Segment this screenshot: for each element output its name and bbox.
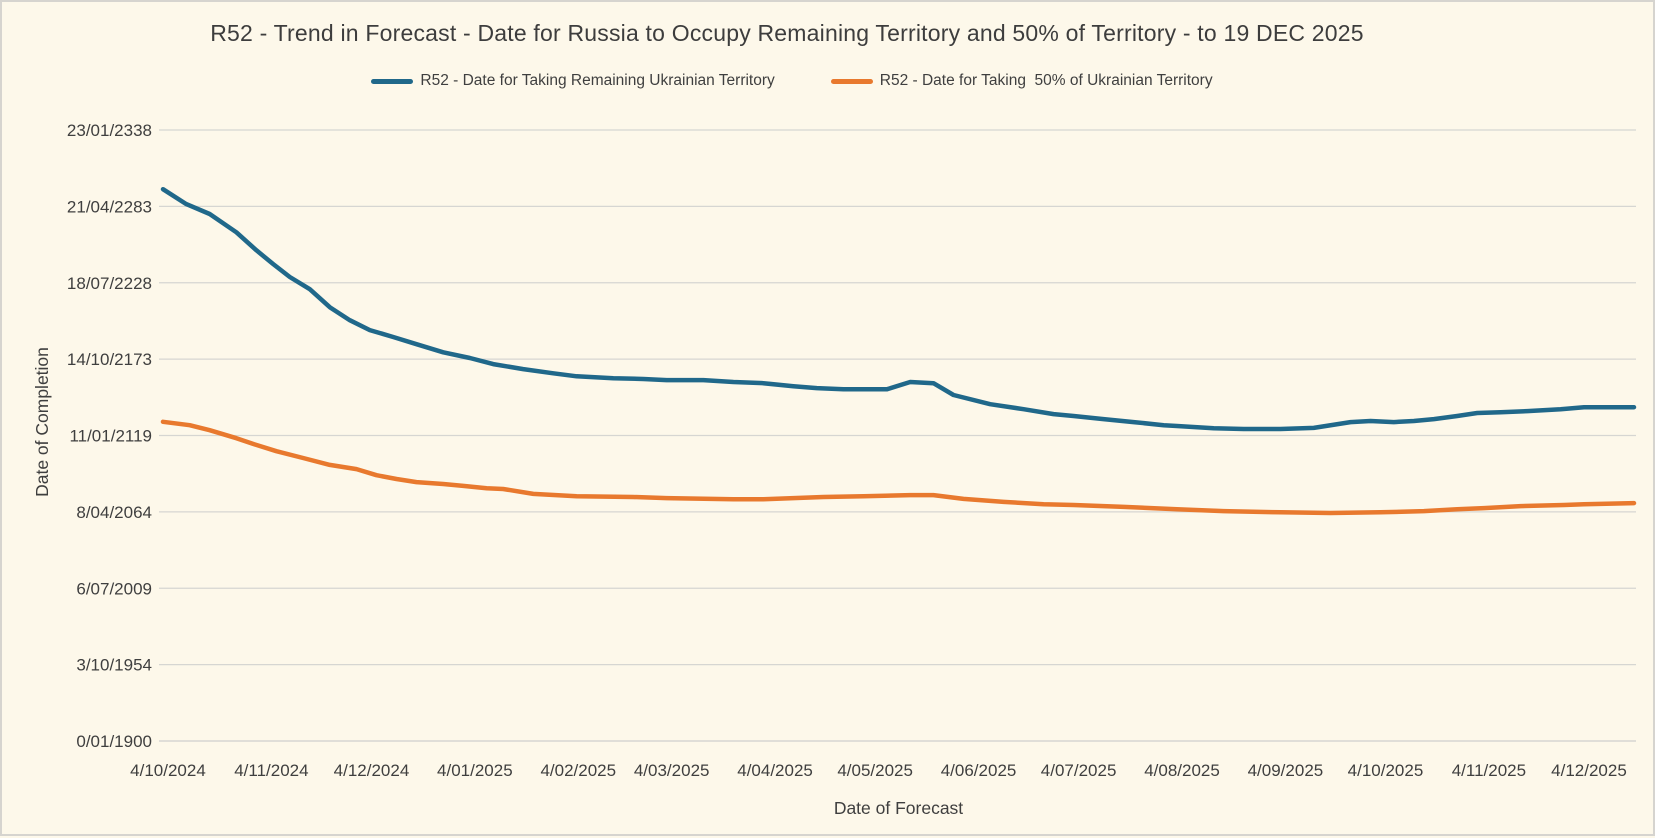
y-tick-label: 0/01/1900 [76,732,152,751]
x-tick-label: 4/01/2025 [437,761,513,780]
legend: R52 - Date for Taking Remaining Ukrainia… [2,72,1582,90]
x-tick-label: 4/07/2025 [1041,761,1117,780]
y-tick-label: 18/07/2228 [67,274,152,293]
legend-label-remaining-territory: R52 - Date for Taking Remaining Ukrainia… [420,72,775,89]
chart-title: R52 - Trend in Forecast - Date for Russi… [210,20,1364,46]
x-tick-label: 4/06/2025 [941,761,1017,780]
legend-swatch-fifty-percent [830,78,873,84]
x-axis-title: Date of Forecast [833,798,964,818]
x-tick-label: 4/02/2025 [540,761,616,780]
x-tick-label: 4/05/2025 [837,761,913,780]
series-line-remaining-territory [160,186,1637,432]
x-tick-label: 4/11/2025 [1452,761,1526,780]
legend-label-fifty-percent: R52 - Date for Taking 50% of Ukrainian T… [879,72,1213,89]
y-tick-label: 8/04/2064 [76,503,152,522]
y-tick-label: 6/07/2009 [76,579,152,598]
series-line-fifty-percent [160,419,1637,516]
y-axis-title: Date of Completion [32,347,52,497]
legend-item-fifty-percent: R52 - Date for Taking 50% of Ukrainian T… [830,72,1213,90]
x-tick-label: 4/10/2024 [130,761,206,780]
x-tick-label: 4/08/2025 [1144,761,1220,780]
x-tick-label: 4/12/2025 [1551,761,1627,780]
y-tick-label: 21/04/2283 [67,197,152,216]
x-tick-label: 4/11/2024 [234,761,308,780]
y-tick-label: 14/10/2173 [67,350,152,369]
x-tick-label: 4/12/2024 [334,761,410,780]
y-tick-label: 11/01/2119 [69,427,152,446]
legend-swatch-remaining-territory [371,78,414,84]
x-tick-label: 4/09/2025 [1248,761,1324,780]
legend-item-remaining-territory: R52 - Date for Taking Remaining Ukrainia… [371,72,775,90]
x-tick-label: 4/04/2025 [737,761,813,780]
y-tick-label: 23/01/2338 [67,121,152,140]
y-tick-label: 3/10/1954 [76,656,152,675]
x-tick-label: 4/10/2025 [1348,761,1424,780]
x-tick-label: 4/03/2025 [634,761,710,780]
